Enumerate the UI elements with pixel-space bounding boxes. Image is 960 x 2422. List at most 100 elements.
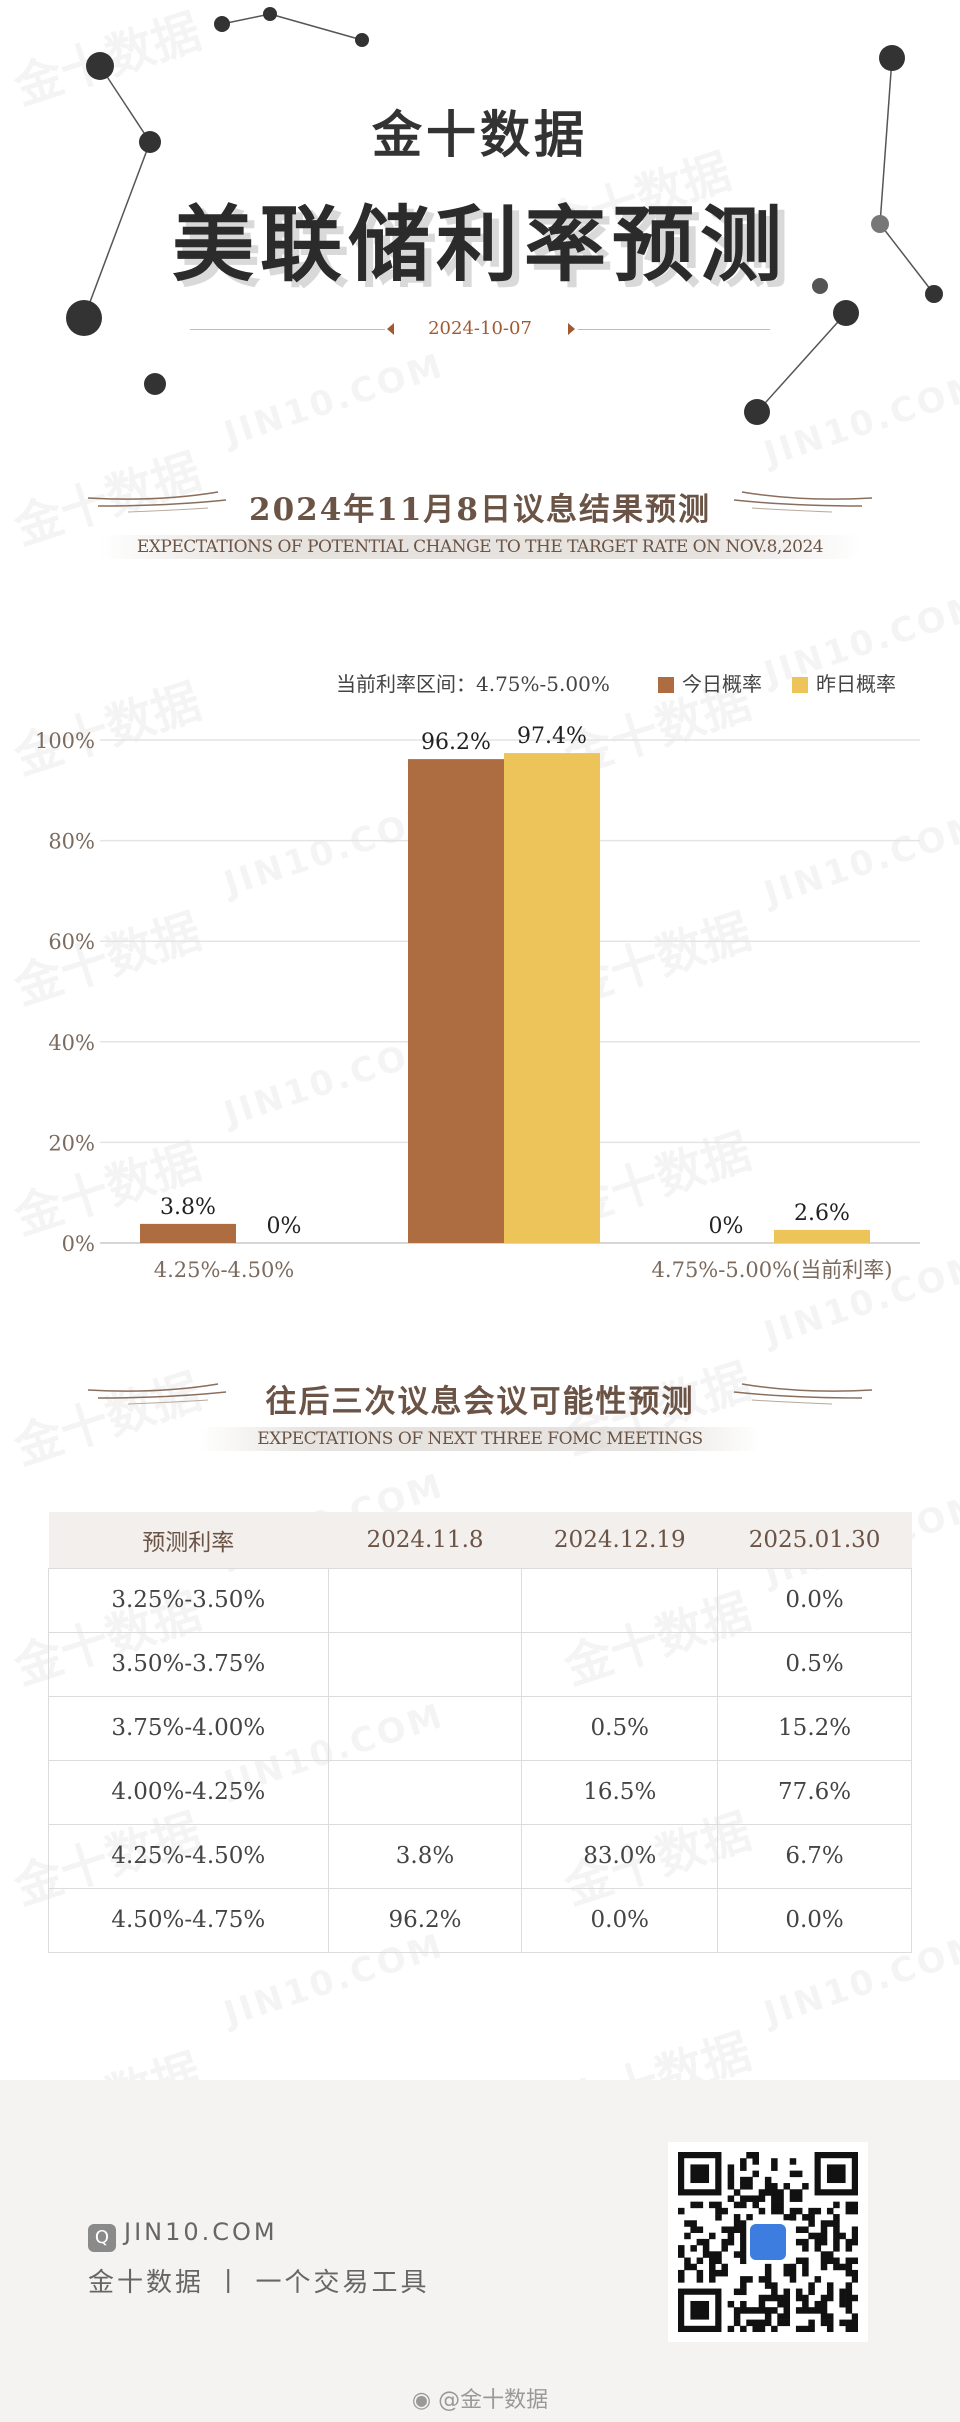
- table-cell: 0.0%: [717, 1887, 912, 1953]
- qr-module: [740, 2238, 747, 2246]
- qr-module: [802, 2307, 809, 2314]
- table-row: 4.00%-4.25% 16.5% 77.6%: [48, 1759, 912, 1825]
- qr-module: [727, 2238, 735, 2246]
- qr-module: [771, 2282, 778, 2289]
- qr-code-graphic: [678, 2152, 859, 2333]
- qr-module: [789, 2276, 797, 2283]
- qr-module: [740, 2257, 747, 2265]
- qr-module: [820, 2294, 828, 2302]
- qr-module: [752, 2170, 759, 2178]
- qr-module: [845, 2269, 853, 2277]
- legend-today-label: 今日概率: [682, 672, 762, 696]
- qr-module: [795, 2257, 803, 2265]
- qr-module: [771, 2294, 778, 2302]
- brand-title: 金十数据: [372, 106, 588, 164]
- qr-module: [820, 2238, 828, 2246]
- qr-module: [715, 2214, 722, 2221]
- qr-module: [851, 2238, 859, 2246]
- qr-module: [727, 2170, 735, 2178]
- qr-module: [814, 2238, 822, 2246]
- qr-module: [733, 2307, 741, 2314]
- qr-module: [733, 2313, 741, 2320]
- site-logo[interactable]: Q JIN10.COM: [88, 2218, 278, 2252]
- qr-module: [826, 2319, 834, 2327]
- qr-module: [727, 2300, 735, 2308]
- qr-module: [752, 2307, 759, 2314]
- table-cell: [521, 1567, 719, 1633]
- qr-module: [752, 2152, 759, 2159]
- left-ornament: [88, 491, 227, 513]
- qr-module: [839, 2300, 846, 2308]
- qr-module: [696, 2226, 704, 2233]
- qr-module: [758, 2207, 766, 2215]
- qr-code-icon[interactable]: [668, 2142, 868, 2342]
- y-tick-label: 20%: [48, 1131, 95, 1155]
- data-label: 96.2%: [421, 730, 491, 755]
- qr-module: [678, 2251, 685, 2258]
- qr-module: [795, 2307, 803, 2314]
- column-header: 2025.01.30: [717, 1512, 912, 1568]
- qr-module: [764, 2282, 772, 2289]
- qr-module: [808, 2288, 815, 2296]
- right-ornament: [733, 491, 872, 513]
- qr-module: [690, 2220, 697, 2227]
- table-cell: 3.50%-3.75%: [48, 1631, 329, 1697]
- qr-module: [771, 2288, 778, 2296]
- qr-module: [845, 2201, 853, 2209]
- qr-module: [690, 2201, 697, 2209]
- column-header: 预测利率: [48, 1512, 329, 1568]
- qr-module: [690, 2226, 697, 2233]
- qr-module: [845, 2319, 853, 2327]
- qr-module: [721, 2269, 728, 2277]
- qr-module: [746, 2183, 753, 2190]
- qr-module: [752, 2325, 759, 2333]
- qr-module: [845, 2325, 853, 2333]
- qr-module: [746, 2214, 753, 2221]
- page-title: 美联储利率预测: [171, 198, 788, 293]
- qr-module: [802, 2300, 809, 2308]
- qr-module: [771, 2201, 778, 2209]
- qr-module: [845, 2257, 853, 2265]
- qr-finder: [826, 2164, 846, 2184]
- table-cell: 0.5%: [521, 1695, 719, 1761]
- qr-module: [715, 2201, 722, 2209]
- qr-module: [789, 2269, 797, 2277]
- table-cell: 4.25%-4.50%: [48, 1823, 329, 1889]
- qr-module: [758, 2294, 766, 2302]
- qr-module: [746, 2307, 753, 2314]
- weibo-handle: ◉ @金十数据: [0, 2382, 960, 2414]
- qr-module: [702, 2245, 710, 2252]
- qr-module: [833, 2245, 840, 2252]
- qr-module: [727, 2226, 735, 2233]
- table-cell: [327, 1567, 523, 1633]
- table-row: 4.25%-4.50% 3.8% 83.0% 6.7%: [48, 1823, 912, 1889]
- qr-module: [733, 2288, 741, 2296]
- qr-module: [839, 2232, 846, 2240]
- qr-module: [820, 2257, 828, 2265]
- qr-module: [845, 2294, 853, 2302]
- qr-module: [764, 2307, 772, 2314]
- y-tick-label: 80%: [48, 830, 95, 854]
- qr-module: [709, 2269, 716, 2277]
- qr-module: [833, 2257, 840, 2265]
- qr-module: [696, 2269, 704, 2277]
- qr-module: [795, 2238, 803, 2246]
- qr-module: [833, 2238, 840, 2246]
- qr-module: [851, 2276, 859, 2283]
- qr-module: [777, 2189, 784, 2196]
- qr-module: [752, 2158, 759, 2165]
- qr-module: [808, 2207, 815, 2215]
- qr-module: [740, 2226, 747, 2233]
- qr-module: [740, 2183, 747, 2190]
- qr-module: [696, 2201, 704, 2209]
- bar-today: [408, 759, 504, 1243]
- qr-module: [758, 2300, 766, 2308]
- qr-module: [777, 2319, 784, 2327]
- qr-module: [845, 2282, 853, 2289]
- qr-module: [690, 2263, 697, 2271]
- qr-module: [764, 2263, 772, 2271]
- qr-module: [802, 2183, 809, 2190]
- qr-module: [802, 2257, 809, 2265]
- qr-module: [802, 2245, 809, 2252]
- qr-module: [771, 2164, 778, 2171]
